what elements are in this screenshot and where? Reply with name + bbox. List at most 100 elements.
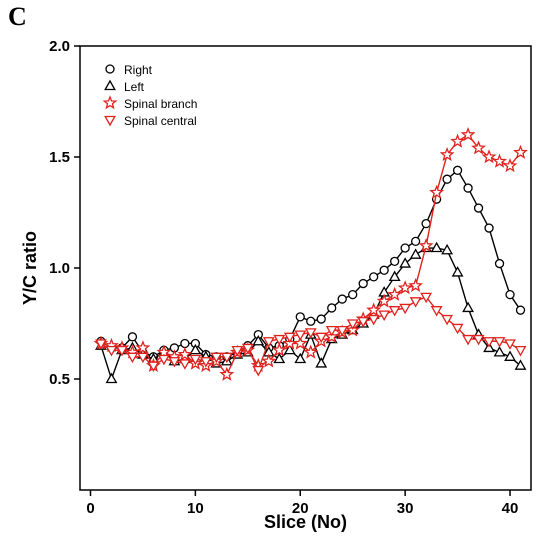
data-point-spinal-central — [493, 337, 506, 348]
data-point-right — [337, 294, 347, 304]
data-point-spinal-central — [346, 319, 359, 330]
panel-label: C — [8, 2, 27, 31]
data-point-spinal-central — [409, 297, 422, 308]
x-axis-title: Slice (No) — [264, 512, 347, 532]
data-point-spinal-central — [157, 354, 170, 366]
data-point-spinal-branch — [376, 293, 392, 308]
legend-item-left: Left — [104, 79, 145, 94]
data-point-left — [493, 346, 506, 357]
legend-item-right: Right — [105, 63, 153, 77]
x-tick-label: 0 — [86, 500, 94, 517]
data-point-spinal-central — [178, 359, 191, 370]
data-point-spinal-central — [472, 334, 485, 346]
data-point-spinal-central — [399, 303, 412, 315]
data-point-spinal-central — [315, 332, 328, 344]
data-point-spinal-central — [514, 345, 527, 357]
data-point-right — [410, 236, 421, 247]
y-tick-label: 2.0 — [49, 38, 70, 55]
data-point-spinal-branch — [492, 153, 507, 168]
data-point-left — [189, 343, 202, 355]
data-point-right — [421, 218, 431, 229]
data-point-left — [294, 352, 307, 364]
data-point-spinal-branch — [408, 277, 424, 293]
data-point-spinal-central — [210, 352, 223, 364]
data-point-spinal-central — [325, 326, 338, 337]
y-tick-label: 0.5 — [49, 371, 70, 388]
data-point-spinal-central — [199, 357, 212, 368]
data-point-spinal-central — [462, 334, 474, 346]
data-point-left — [273, 352, 286, 364]
data-point-right — [180, 338, 190, 349]
data-point-spinal-central — [336, 326, 349, 337]
data-point-spinal-central — [378, 310, 391, 321]
data-point-spinal-branch — [471, 140, 486, 155]
data-point-spinal-branch — [513, 144, 528, 159]
data-point-right — [306, 316, 316, 326]
data-point-spinal-branch — [450, 133, 465, 148]
data-point-spinal-central — [168, 357, 181, 368]
data-point-spinal-central — [420, 292, 433, 304]
data-point-spinal-central — [367, 314, 380, 326]
series-layer — [93, 127, 528, 384]
data-point-spinal-branch — [135, 340, 151, 355]
data-point-spinal-branch — [502, 158, 518, 173]
legend-label-left: Left — [124, 80, 145, 94]
data-point-right — [473, 203, 484, 213]
data-point-spinal-central — [273, 334, 286, 346]
data-point-spinal-branch — [177, 346, 193, 361]
series-spinal-central — [95, 292, 527, 377]
series-spinal-branch — [93, 127, 528, 381]
data-point-right — [452, 165, 463, 175]
data-point-spinal-branch — [387, 286, 403, 301]
y-tick-label: 1.5 — [49, 149, 70, 166]
data-point-left — [430, 241, 443, 253]
data-point-left — [399, 257, 412, 268]
data-point-spinal-central — [147, 361, 160, 373]
data-point-spinal-central — [241, 343, 254, 355]
data-point-spinal-branch — [397, 280, 413, 295]
data-point-left — [388, 270, 401, 282]
y-axis-title: Y/C ratio — [20, 231, 40, 305]
legend-label-spinal-branch: Spinal branch — [124, 97, 197, 111]
data-point-spinal-branch — [366, 302, 382, 317]
legend-marker-left — [104, 79, 116, 91]
data-point-spinal-central — [483, 337, 495, 348]
data-point-left — [315, 357, 328, 368]
data-point-spinal-central — [294, 330, 307, 341]
data-point-left — [451, 266, 464, 277]
data-point-right — [379, 265, 389, 275]
data-point-spinal-central — [283, 332, 296, 344]
data-point-spinal-central — [451, 323, 464, 335]
data-point-spinal-central — [95, 339, 107, 350]
data-point-spinal-branch — [261, 353, 277, 368]
plot-border — [79, 45, 532, 491]
data-point-spinal-central — [116, 345, 128, 357]
y-tick-label: 1.0 — [49, 260, 70, 277]
data-point-spinal-central — [105, 345, 118, 357]
data-point-spinal-central — [304, 328, 317, 339]
data-point-left — [252, 334, 265, 346]
data-point-spinal-branch — [460, 127, 476, 142]
data-point-spinal-central — [220, 352, 233, 364]
x-tick-label: 10 — [187, 500, 204, 517]
data-point-spinal-central — [252, 365, 265, 377]
data-point-spinal-central — [430, 306, 443, 317]
data-point-left — [514, 359, 527, 370]
data-point-spinal-branch — [418, 238, 434, 253]
y-axis: 0.5 1.0 1.5 2.0 — [49, 38, 80, 388]
x-tick-label: 40 — [502, 500, 519, 517]
data-point-spinal-branch — [303, 344, 319, 359]
data-point-spinal-central — [231, 345, 244, 357]
plot-frame — [79, 45, 532, 491]
legend-marker-spinal-branch — [102, 95, 118, 110]
data-point-right — [463, 183, 473, 193]
data-point-right — [327, 303, 337, 313]
data-point-right — [515, 305, 526, 315]
data-point-right — [494, 258, 505, 269]
data-point-spinal-central — [137, 352, 149, 364]
data-point-spinal-central — [504, 339, 516, 350]
legend-label-spinal-central: Spinal central — [124, 114, 197, 128]
data-point-spinal-central — [357, 317, 370, 328]
data-point-spinal-branch — [292, 335, 308, 350]
